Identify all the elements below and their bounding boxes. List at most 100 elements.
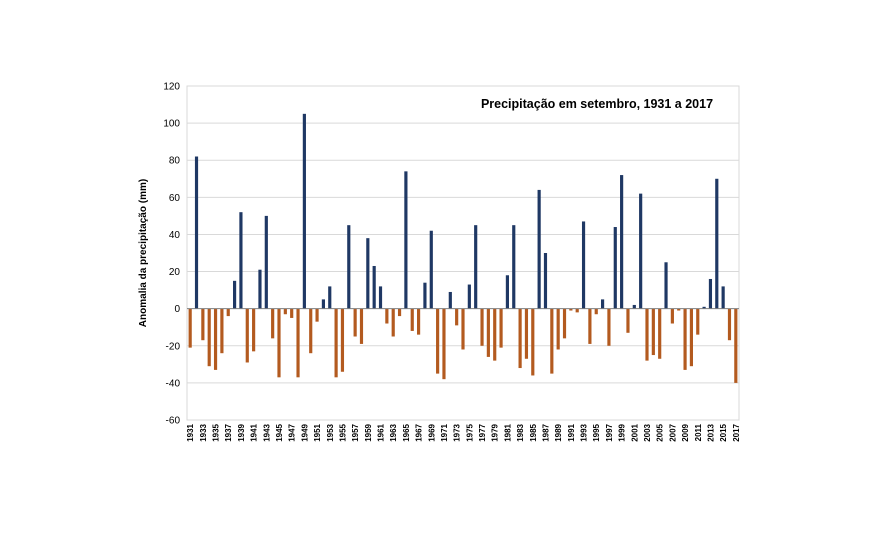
bar-1989 <box>556 308 560 350</box>
bar-1933 <box>201 308 205 341</box>
x-tick-label: 1977 <box>478 423 487 441</box>
bar-1969 <box>429 230 433 309</box>
bar-1945 <box>277 308 281 378</box>
bar-2017 <box>734 308 738 383</box>
bar-2006 <box>664 262 668 309</box>
bar-1962 <box>385 308 389 324</box>
bar-1937 <box>226 308 230 317</box>
x-tick-label: 2013 <box>706 423 715 441</box>
y-tick-label: 60 <box>169 193 181 204</box>
x-tick-label: 1999 <box>618 423 627 441</box>
x-tick-label: 1973 <box>453 423 462 441</box>
bar-1977 <box>480 308 484 346</box>
bar-1988 <box>550 308 554 374</box>
bar-1998 <box>613 227 617 309</box>
x-tick-label: 2011 <box>694 423 703 441</box>
bar-2016 <box>727 308 732 341</box>
x-tick-label: 1941 <box>250 423 259 441</box>
y-tick-labels: -60 -40 -20 0 20 40 60 80 100 120 <box>163 82 180 427</box>
bar-2007 <box>670 308 674 324</box>
bar-1990 <box>562 308 567 339</box>
bar-1959 <box>366 238 370 309</box>
x-tick-label: 1989 <box>554 423 563 441</box>
x-tick-label: 2003 <box>643 423 652 441</box>
x-tick-label: 1981 <box>503 423 512 441</box>
x-tick-label: 1947 <box>288 423 297 441</box>
x-tick-label: 1963 <box>389 423 398 441</box>
bar-2000 <box>626 308 630 333</box>
bar-1956 <box>347 225 351 309</box>
bar-1964 <box>397 308 402 317</box>
bar-2012 <box>702 306 706 309</box>
x-tick-label: 1967 <box>415 423 424 441</box>
bar-1983 <box>518 308 522 369</box>
x-tick-label: 2009 <box>681 423 690 441</box>
bar-1993 <box>581 221 586 309</box>
bars <box>188 113 738 383</box>
bar-1965 <box>404 171 408 309</box>
bar-1997 <box>607 308 611 346</box>
x-tick-label: 1961 <box>377 423 386 441</box>
x-tick-label: 1937 <box>224 423 233 441</box>
bar-1938 <box>233 280 237 309</box>
x-tick-label: 2017 <box>732 423 741 441</box>
bar-1971 <box>442 308 446 380</box>
bar-2001 <box>632 304 636 309</box>
y-tick-label: -40 <box>166 378 181 389</box>
y-tick-label: 100 <box>163 119 180 130</box>
x-tick-label: 1951 <box>313 423 322 441</box>
bar-1955 <box>340 308 345 372</box>
y-tick-label: 80 <box>169 156 181 167</box>
bar-1986 <box>537 189 541 309</box>
bar-1976 <box>474 225 478 309</box>
bar-1946 <box>283 308 287 315</box>
bar-1970 <box>436 308 440 374</box>
y-tick-label: -60 <box>166 416 181 427</box>
x-tick-label: 2007 <box>668 423 677 441</box>
y-tick-label: -20 <box>166 341 181 352</box>
bar-1949 <box>302 113 306 309</box>
bar-1992 <box>575 308 579 313</box>
x-tick-label: 1971 <box>440 423 449 441</box>
bar-2002 <box>639 193 643 309</box>
bar-1940 <box>245 308 249 363</box>
bar-1936 <box>220 308 224 354</box>
bar-1931 <box>188 308 192 348</box>
bar-1957 <box>353 308 357 337</box>
plot-area <box>186 85 740 421</box>
x-tick-label: 1939 <box>237 423 246 441</box>
bar-2014 <box>715 178 719 309</box>
bar-1951 <box>315 308 319 322</box>
bar-1935 <box>213 308 218 370</box>
bar-1942 <box>258 269 262 309</box>
bar-1991 <box>569 308 573 311</box>
bar-1958 <box>359 308 364 344</box>
x-tick-label: 1985 <box>529 423 538 441</box>
bar-2010 <box>689 308 693 367</box>
bar-1980 <box>499 308 503 348</box>
bar-1972 <box>448 291 452 309</box>
bar-1966 <box>410 308 414 331</box>
x-tick-label: 1955 <box>338 423 347 441</box>
x-tick-label: 1987 <box>541 423 550 441</box>
x-tick-label: 1959 <box>364 423 373 441</box>
bar-1968 <box>423 282 427 309</box>
bar-1987 <box>543 253 548 309</box>
x-tick-label: 1935 <box>212 423 221 441</box>
x-tick-label: 2015 <box>719 423 728 441</box>
bar-1981 <box>505 275 509 309</box>
y-tick-label: 120 <box>163 82 180 93</box>
bar-1953 <box>328 286 332 309</box>
bar-1985 <box>531 308 535 376</box>
bar-1932 <box>194 156 199 309</box>
x-tick-label: 1953 <box>326 423 335 441</box>
x-tick-label: 1991 <box>567 423 576 441</box>
bar-1939 <box>239 212 243 309</box>
x-tick-label: 2005 <box>656 423 665 441</box>
x-tick-label: 1975 <box>465 423 474 441</box>
x-tick-labels: 1931 1933 1935 1937 1939 1941 1943 1945 1947 1949… <box>186 423 741 441</box>
x-tick-label: 1957 <box>351 423 360 441</box>
y-axis-label: Anomalia da precipitação (mm) <box>138 179 149 327</box>
bar-1999 <box>620 175 624 309</box>
